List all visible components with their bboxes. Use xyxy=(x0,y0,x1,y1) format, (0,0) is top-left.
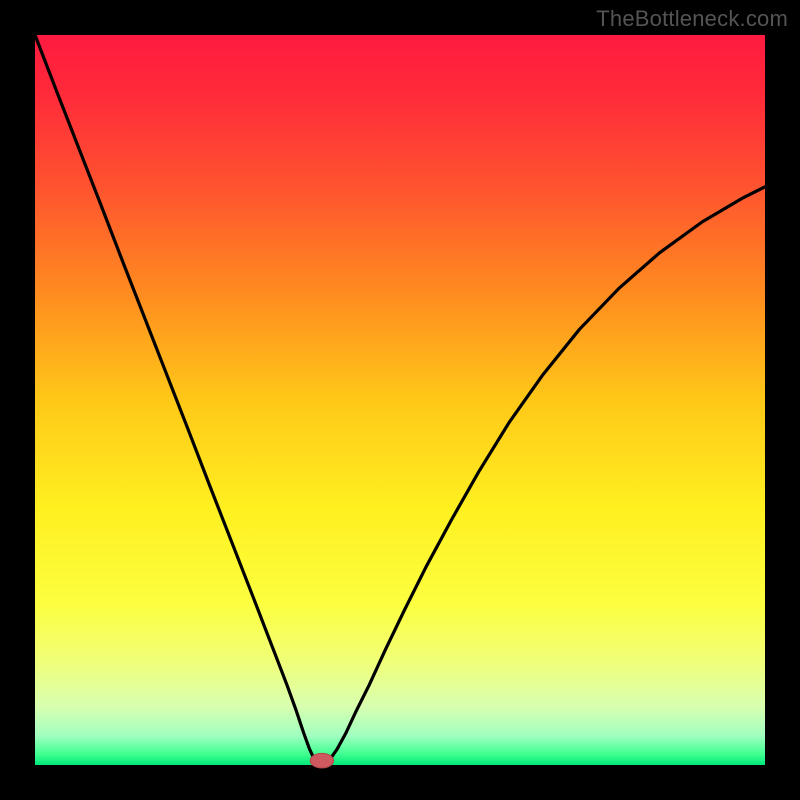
watermark-text: TheBottleneck.com xyxy=(596,6,788,32)
optimum-marker xyxy=(310,753,333,768)
chart-stage: TheBottleneck.com xyxy=(0,0,800,800)
plot-area xyxy=(35,35,765,765)
bottleneck-chart xyxy=(0,0,800,800)
